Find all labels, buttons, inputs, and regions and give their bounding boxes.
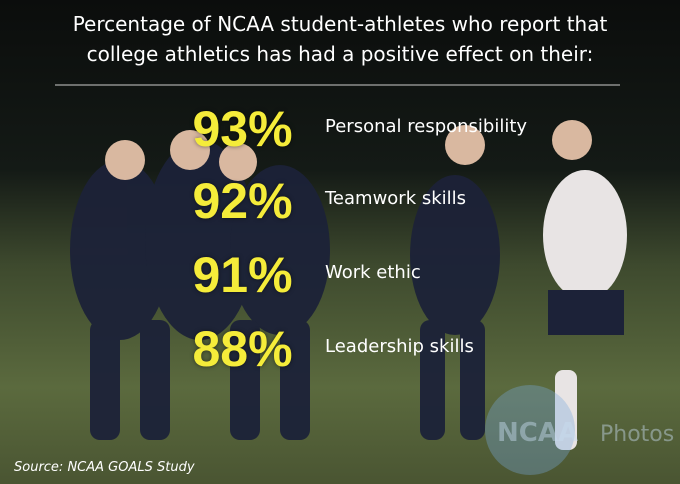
watermark: Photos <box>600 422 675 447</box>
stat-label: Work ethic <box>325 262 421 283</box>
stat-percent: 93% <box>192 101 293 157</box>
stat-percent: 91% <box>192 247 293 303</box>
stat-label: Leadership skills <box>325 336 474 357</box>
source: Source: NCAA GOALS Study <box>14 460 195 475</box>
title-line: Percentage of NCAA student-athletes who … <box>72 12 608 36</box>
watermark: NCAA <box>497 418 579 448</box>
stat-label: Personal responsibility <box>325 116 528 137</box>
title-line: college athletics has had a positive eff… <box>86 42 594 66</box>
stat-label: Teamwork skills <box>325 188 467 209</box>
stat-percent: 92% <box>192 173 293 229</box>
stat-percent: 88% <box>192 321 293 377</box>
